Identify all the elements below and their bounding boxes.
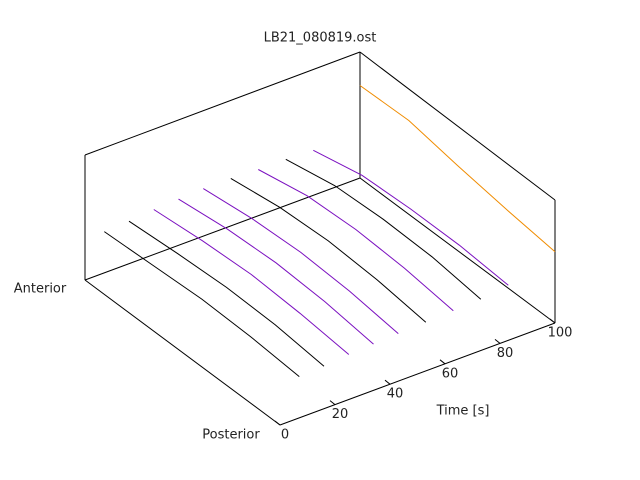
trace-line: [203, 188, 399, 334]
trace-line: [178, 198, 374, 345]
depth-label: Posterior: [202, 428, 260, 443]
axes-box: [84, 51, 556, 426]
trace-line: [128, 220, 325, 367]
x-tick: [274, 420, 281, 426]
depth-label: Anterior: [14, 282, 67, 297]
x-tick: [439, 359, 446, 365]
trace-line: [153, 209, 350, 355]
x-axis-label: Time [s]: [436, 404, 490, 419]
trace-line: [104, 231, 300, 377]
x-tick-label: 100: [548, 326, 573, 341]
x-tick: [384, 379, 391, 385]
x-tick-label: 40: [387, 387, 404, 402]
wall-profile-line: [359, 85, 556, 253]
x-tick: [494, 339, 501, 344]
chart-title: LB21_080819.ost: [264, 31, 377, 46]
trace-line: [285, 158, 482, 300]
trace-line: [230, 177, 427, 323]
x-tick-label: 0: [281, 428, 289, 443]
x-tick-label: 80: [497, 346, 514, 361]
x-tick-label: 20: [332, 407, 349, 422]
trace-line: [258, 169, 454, 312]
x-tick: [549, 318, 556, 324]
trace-line: [313, 149, 509, 286]
x-tick-label: 60: [442, 366, 459, 381]
x-tick: [329, 400, 336, 405]
